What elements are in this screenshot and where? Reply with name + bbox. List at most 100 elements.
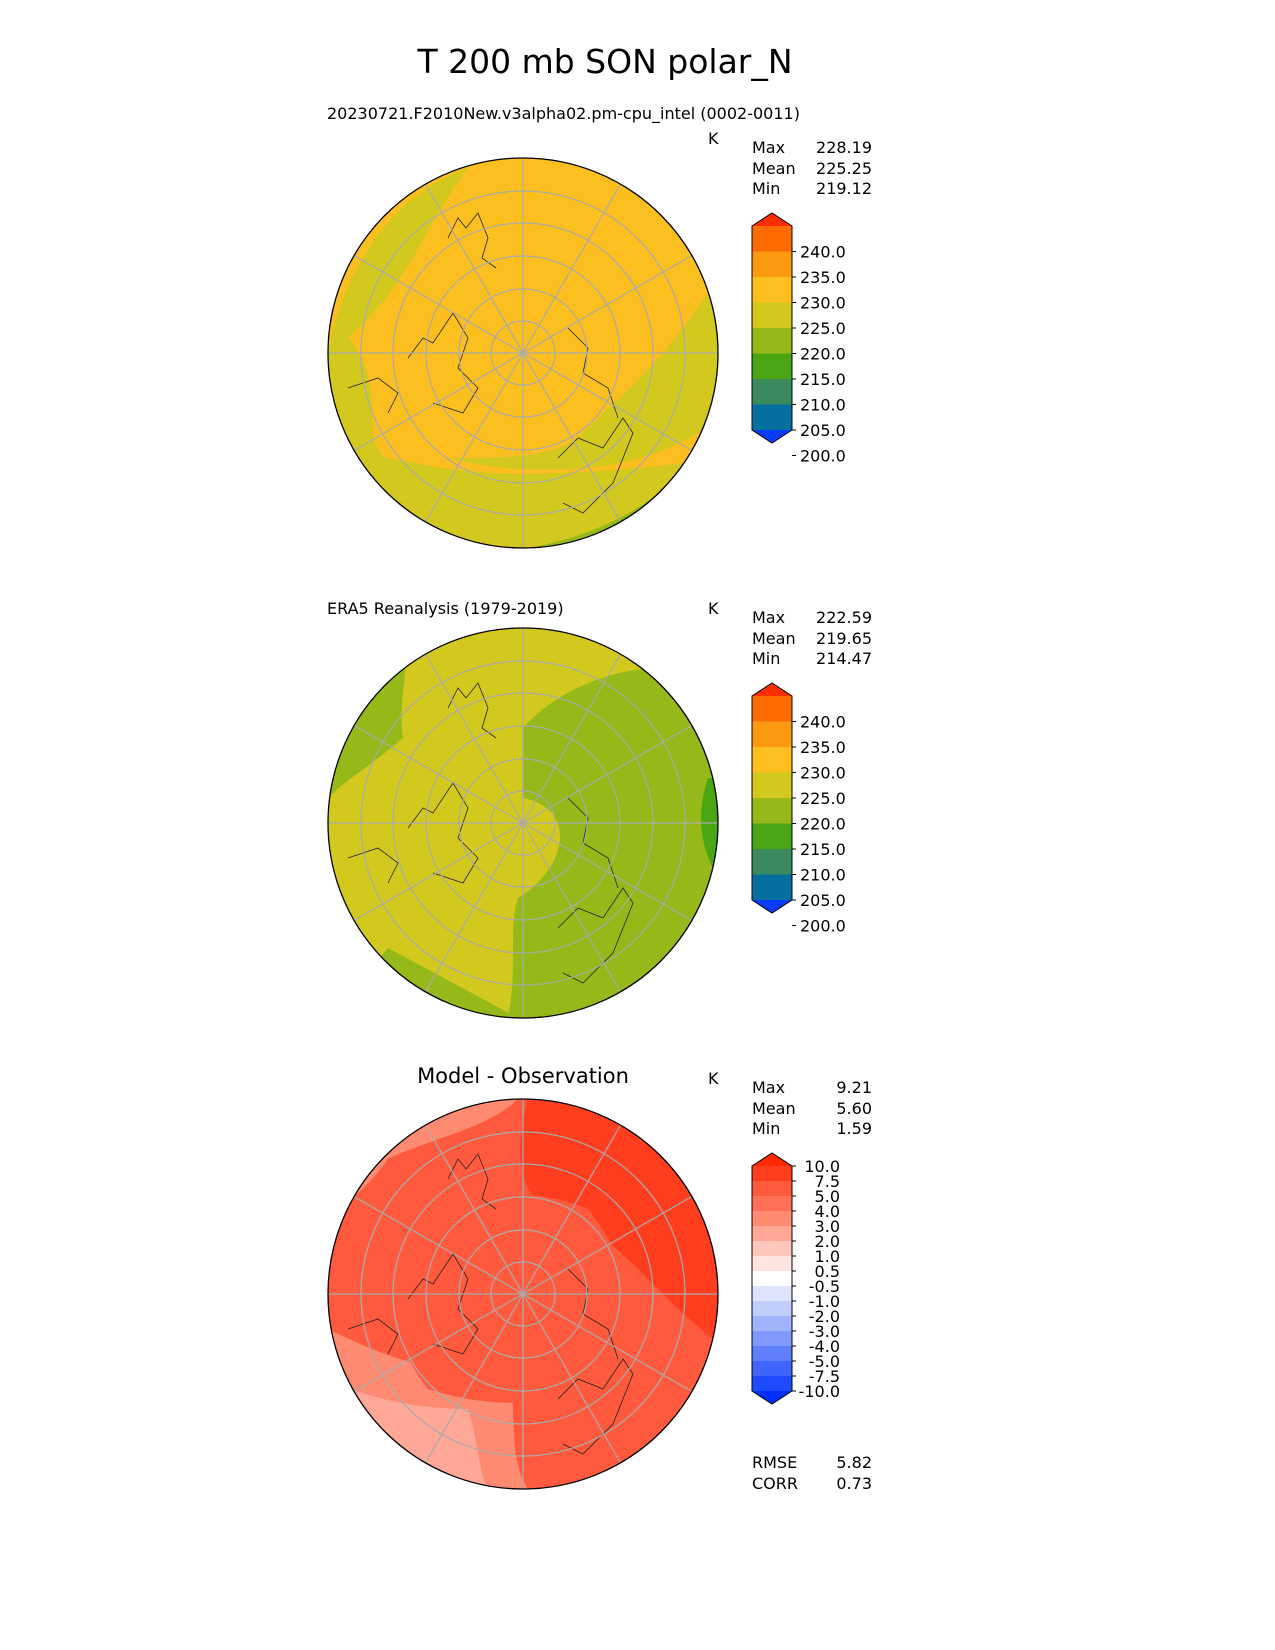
metric-value: 5.82 xyxy=(836,1453,872,1472)
colorbar-segment xyxy=(752,1316,792,1332)
colorbar-tick-label: 225.0 xyxy=(800,319,846,338)
colorbar-segment xyxy=(752,1166,792,1182)
colorbar-segment xyxy=(752,251,792,278)
panel-2-colorbar: 240.0 235.0 230.0 225.0 220.0 215.0 210.0 205.0… xyxy=(751,682,846,936)
map-boundary xyxy=(327,1098,719,1490)
colorbar-tick-label: 230.0 xyxy=(800,294,846,313)
meridian-line xyxy=(424,1293,524,1464)
meridian-line xyxy=(522,822,693,922)
meridian-line xyxy=(522,1293,622,1464)
meridian-line xyxy=(424,1124,524,1295)
metric-value: 0.73 xyxy=(836,1473,872,1493)
colorbar-tick-label: 7.5 xyxy=(815,1172,840,1191)
colorbar-tick-label: 220.0 xyxy=(800,815,846,834)
panel-1-units: K xyxy=(708,129,719,148)
stat-value: 214.47 xyxy=(816,649,872,668)
stat-label: Max xyxy=(752,608,786,627)
colorbar-tick-label: 215.0 xyxy=(800,840,846,859)
colorbar-segment xyxy=(752,226,792,252)
stat-label: Mean xyxy=(752,628,796,648)
colorbar-segment xyxy=(752,772,792,799)
colorbar-tick-label: 210.0 xyxy=(800,866,846,885)
panel-1-colorbar: 240.0 235.0 230.0 225.0 220.0 215.0 210.0 205.0… xyxy=(751,212,846,466)
meridian-line xyxy=(424,653,524,824)
stat-label: Mean xyxy=(752,158,796,178)
colorbar-segment xyxy=(752,1226,792,1242)
meridian-line xyxy=(353,822,524,922)
meridian-line xyxy=(522,352,622,523)
colorbar-segment xyxy=(752,1346,792,1362)
colorbar-segment xyxy=(752,1286,792,1302)
colorbar-segment xyxy=(752,1361,792,1377)
colorbar-segment xyxy=(752,1376,792,1392)
colorbar-tick-label: 240.0 xyxy=(800,713,846,732)
stat-label: Mean xyxy=(752,1098,796,1118)
field-layer xyxy=(328,1099,718,1489)
meridian-line xyxy=(522,352,693,452)
colorbar-extend-min xyxy=(752,1391,792,1404)
colorbar-tick-label: 215.0 xyxy=(800,370,846,389)
meridian-line xyxy=(353,1293,524,1393)
colorbar-segment xyxy=(752,1256,792,1272)
stat-value: 219.65 xyxy=(816,628,872,648)
meridian-line xyxy=(522,183,622,354)
colorbar-tick-label: 235.0 xyxy=(800,738,846,757)
figure-title: T 200 mb SON polar_N xyxy=(417,42,793,81)
colorbar-tick-label: 225.0 xyxy=(800,789,846,808)
map-boundary xyxy=(327,157,719,549)
meridian-line xyxy=(522,1195,693,1295)
panel-2-units: K xyxy=(708,599,719,618)
colorbar-segment xyxy=(752,823,792,850)
colorbar-tick-label: 240.0 xyxy=(800,243,846,262)
colorbar-segment xyxy=(752,1301,792,1317)
panel-3-subtitle: Model - Observation xyxy=(417,1064,629,1088)
colorbar-tick-label: 5.0 xyxy=(815,1187,840,1206)
colorbar-tick-label: -1.0 xyxy=(809,1292,840,1311)
meridian-line xyxy=(353,254,524,354)
stat-value: 228.19 xyxy=(816,138,872,157)
coastline xyxy=(347,682,634,984)
field-layer xyxy=(328,628,718,1018)
colorbar-segment xyxy=(752,1241,792,1257)
coastline xyxy=(347,1153,634,1455)
colorbar-segment xyxy=(752,1271,792,1287)
panel-3-units: K xyxy=(708,1069,719,1088)
colorbar-tick-label: 3.0 xyxy=(815,1217,840,1236)
stat-value: 225.25 xyxy=(816,158,872,178)
stat-label: Min xyxy=(752,1119,781,1138)
stat-label: Min xyxy=(752,179,781,198)
field-contour-region xyxy=(448,278,718,470)
meridian-line xyxy=(424,352,524,523)
meridian-line xyxy=(424,822,524,993)
colorbar-segment xyxy=(752,1211,792,1227)
panel-3-metrics: RMSE 5.82 CORR 0.73 xyxy=(752,1453,872,1494)
panel-3-polar-map xyxy=(327,1098,719,1490)
meridian-line xyxy=(353,724,524,824)
colorbar-segment xyxy=(752,798,792,824)
meridian-line xyxy=(522,1124,622,1295)
colorbar-tick-label: -7.5 xyxy=(809,1367,840,1386)
coastline xyxy=(347,212,634,514)
panel-2-polar-map xyxy=(327,627,719,1019)
colorbar-tick-label: 2.0 xyxy=(815,1232,840,1251)
colorbar-extend-max xyxy=(752,683,792,696)
stat-value: 1.59 xyxy=(836,1119,872,1138)
panel-3-colorbar: 10.07.55.04.03.02.01.00.5-0.5-1.0-2.0-3.… xyxy=(751,1152,840,1405)
colorbar-extend-max xyxy=(752,213,792,226)
colorbar-extend-max xyxy=(752,1153,792,1166)
meridian-line xyxy=(522,724,693,824)
colorbar-segment xyxy=(752,874,792,901)
meridian-line xyxy=(522,254,693,354)
colorbar-tick-label: 1.0 xyxy=(815,1247,840,1266)
colorbar-tick-label: 205.0 xyxy=(800,891,846,910)
colorbar-tick-label: -0.5 xyxy=(809,1277,840,1296)
colorbar-segment xyxy=(752,747,792,773)
colorbar-segment xyxy=(752,721,792,748)
colorbar-tick-label: 200.0 xyxy=(800,917,846,936)
colorbar-tick-label: -5.0 xyxy=(809,1352,840,1371)
colorbar-segment xyxy=(752,379,792,405)
colorbar-segment xyxy=(752,328,792,354)
meridian-line xyxy=(522,1293,693,1393)
colorbar-segment xyxy=(752,696,792,722)
